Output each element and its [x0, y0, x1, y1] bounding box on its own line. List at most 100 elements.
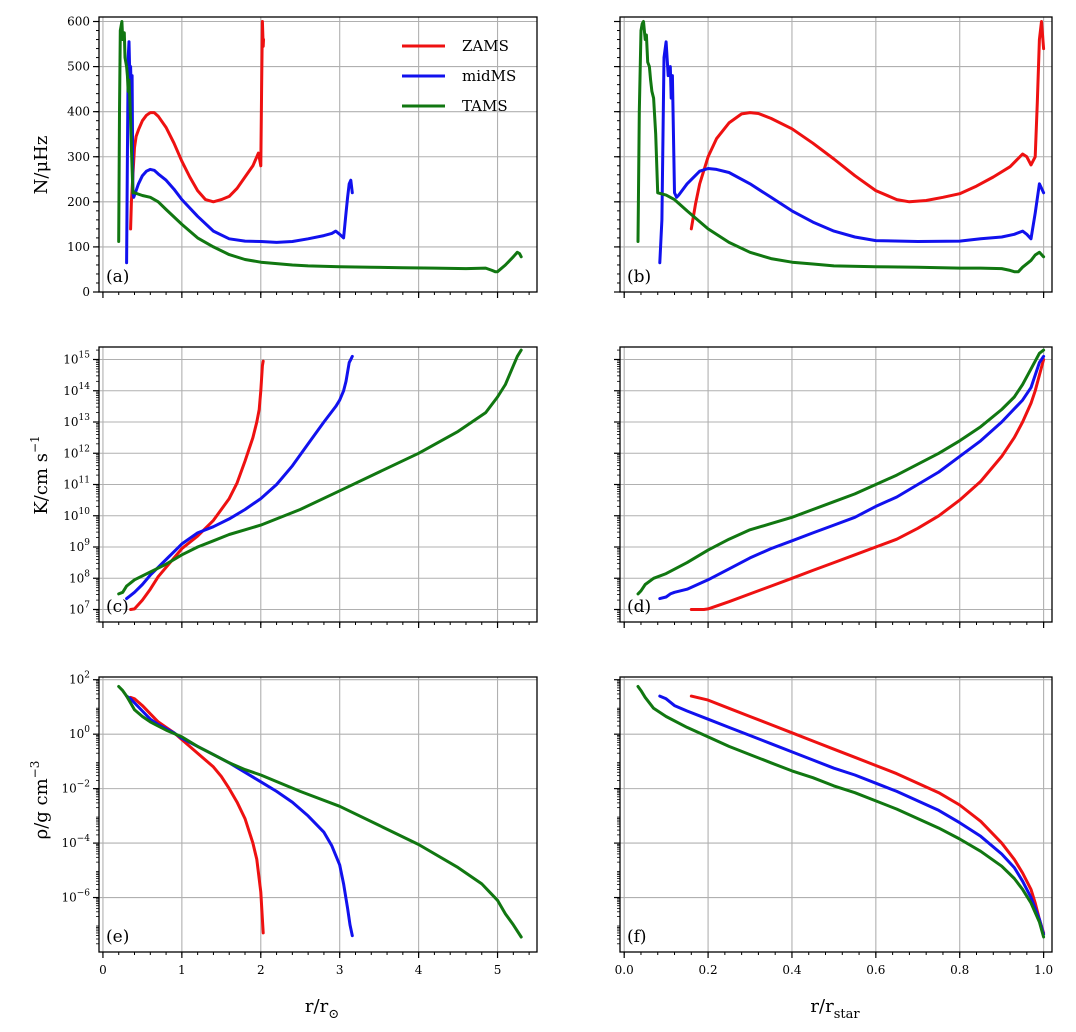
xlabel-left-subscript: ⊙	[328, 1007, 339, 1022]
panel-c-frame	[98, 346, 538, 623]
ytick-label-base: 10	[63, 353, 78, 367]
series-tams-b	[636, 20, 1046, 274]
series-tams-f	[636, 685, 1046, 939]
ytick-label-base: 10	[63, 509, 78, 523]
series-zams-d	[689, 358, 1046, 611]
xtick-label-e-2: 2	[257, 963, 265, 977]
ytick-label-a-1: 100	[67, 240, 90, 254]
ytick-label-e-3: 100	[69, 725, 90, 741]
series-tams-e	[117, 685, 523, 939]
panel-a: 0 100 200 300 400 500 600 (a)	[67, 15, 538, 299]
ytick-label-exponent: 8	[84, 569, 90, 579]
ytick-label-a-3: 300	[67, 150, 90, 164]
ytick-label-a-4: 400	[67, 105, 90, 119]
ytick-label-base: 10	[69, 673, 84, 687]
ytick-label-e-0: 10−6	[61, 889, 90, 905]
ytick-label-e-2: 10−2	[61, 780, 90, 796]
xtick-label-f-1: 0.2	[699, 963, 718, 977]
ytick-label-a-0: 0	[82, 285, 90, 299]
series-midms-b	[658, 40, 1046, 265]
ytick-label-c-2: 109	[69, 538, 90, 554]
series-midms-d	[658, 354, 1046, 601]
xtick-label-e-0: 0	[99, 963, 107, 977]
ytick-label-c-0: 107	[69, 601, 90, 617]
ytick-label-c-6: 1013	[63, 413, 90, 429]
series-tams-c	[117, 348, 523, 596]
ytick-label-c-1: 108	[69, 569, 90, 585]
ytick-label-base: 10	[63, 478, 78, 492]
xlabel-right-base: r/r	[810, 996, 834, 1017]
ytick-label-base: 10	[61, 836, 76, 850]
ylabel-row2-exponent: −1	[28, 435, 42, 453]
xtick-label-e-1: 1	[178, 963, 186, 977]
ylabel-row1: N/μHz	[31, 136, 52, 195]
ytick-label-base: 10	[69, 727, 84, 741]
ytick-label-exponent: 11	[79, 476, 90, 486]
panel-b-frame	[619, 16, 1053, 293]
xtick-label-e-5: 5	[494, 963, 502, 977]
xtick-label-f-3: 0.6	[866, 963, 885, 977]
ytick-label-exponent: 7	[84, 601, 90, 611]
xtick-label-f-4: 0.8	[950, 963, 969, 977]
ytick-label-c-4: 1011	[63, 476, 90, 492]
ylabel-row3-base: ρ/g cm	[31, 778, 52, 839]
panel-f-frame	[619, 676, 1053, 953]
series-zams-a	[129, 20, 265, 231]
ylabel-row3-exponent: −3	[28, 761, 42, 779]
panel-a-frame	[98, 16, 538, 293]
ytick-label-base: 10	[63, 446, 78, 460]
legend: ZAMS midMS TAMS	[402, 37, 516, 115]
legend-label-tams: TAMS	[462, 97, 508, 115]
series-midms-c	[125, 354, 354, 601]
xtick-label-f-0: 0.0	[615, 963, 634, 977]
series-zams-b	[689, 20, 1046, 231]
xlabel-right: r/rstar	[810, 996, 860, 1022]
panel-label-e: (e)	[106, 927, 129, 947]
panel-f-series	[636, 685, 1046, 939]
ytick-label-exponent: 12	[79, 444, 90, 454]
series-tams-d	[636, 348, 1046, 596]
ytick-label-base: 10	[69, 540, 84, 554]
ytick-label-c-5: 1012	[63, 444, 90, 460]
panel-d: (d)	[614, 346, 1053, 628]
panel-label-b: (b)	[627, 267, 651, 287]
ylabel-row2: K/cm s−1	[28, 435, 52, 514]
ytick-label-base: 10	[63, 384, 78, 398]
xtick-label-f-5: 1.0	[1034, 963, 1053, 977]
panel-d-frame	[619, 346, 1053, 623]
series-tams-a	[117, 20, 523, 274]
ytick-label-a-5: 500	[67, 60, 90, 74]
ytick-label-exponent: −4	[77, 834, 91, 844]
xlabel-left: r/r⊙	[305, 996, 339, 1022]
ytick-label-base: 10	[69, 603, 84, 617]
ytick-label-exponent: 14	[79, 382, 91, 392]
xtick-label-e-3: 3	[336, 963, 344, 977]
ytick-label-a-2: 200	[67, 195, 90, 209]
ylabel-row3: ρ/g cm−3	[28, 761, 52, 840]
ytick-label-exponent: −6	[77, 889, 91, 899]
panel-b-series	[636, 20, 1046, 274]
ytick-label-exponent: 0	[84, 725, 90, 735]
ytick-label-exponent: 2	[84, 671, 90, 681]
ytick-label-base: 10	[61, 782, 76, 796]
panel-label-c: (c)	[106, 597, 129, 617]
series-zams-e	[129, 695, 265, 935]
ytick-label-base: 10	[69, 571, 84, 585]
panel-e-series	[117, 685, 523, 939]
panel-label-a: (a)	[106, 267, 129, 287]
series-zams-c	[129, 359, 265, 611]
panel-b: (b)	[614, 16, 1053, 298]
ytick-label-exponent: 9	[84, 538, 90, 548]
ytick-label-e-4: 102	[69, 671, 90, 687]
series-midms-f	[658, 694, 1046, 936]
ytick-label-exponent: −2	[77, 780, 90, 790]
xtick-label-f-2: 0.4	[782, 963, 801, 977]
ytick-label-base: 10	[61, 891, 76, 905]
ylabel-row2-base: K/cm s	[31, 453, 52, 515]
ytick-label-exponent: 10	[79, 507, 91, 517]
panel-label-d: (d)	[627, 597, 651, 617]
panel-a-series	[117, 20, 523, 274]
